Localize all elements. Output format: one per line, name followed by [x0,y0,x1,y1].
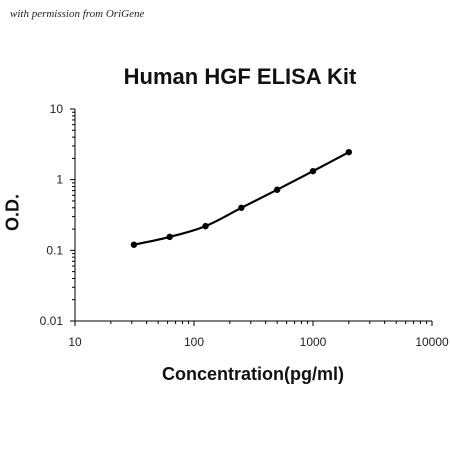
axes [74,109,432,322]
x-tick-label: 10 [68,335,82,349]
y-tick-label: 10 [50,102,64,116]
y-tick-label: 0.01 [40,314,64,328]
data-point [309,167,317,175]
x-axis-label: Concentration(pg/ml) [162,364,344,384]
data-point [130,241,138,248]
y-tick-label: 0.1 [46,243,63,257]
data-point [345,148,353,156]
permission-note: with permission from OriGene [10,8,145,20]
x-tick-label: 100 [184,335,204,349]
fit-curve [133,151,350,246]
tick-labels: 10 100 1000 10000 0.01 0.1 1 10 [40,102,449,349]
data-point [166,233,173,241]
x-tick-label: 10000 [415,335,449,349]
tick-marks [70,108,433,326]
data-points [130,148,353,248]
chart-title: Human HGF ELISA Kit [123,64,357,89]
data-point [273,186,281,193]
y-tick-label: 1 [56,173,63,187]
data-point [202,222,209,230]
x-tick-label: 1000 [300,335,327,349]
data-point [238,204,245,211]
